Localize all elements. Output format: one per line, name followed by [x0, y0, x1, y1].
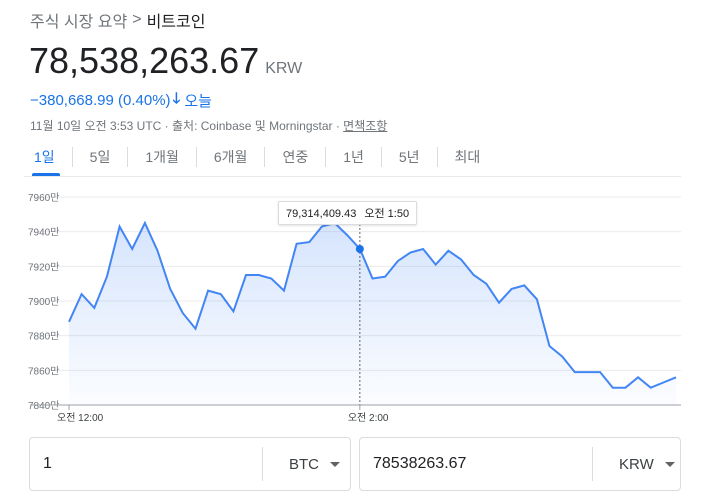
change-amount: −380,668.99 (0.40%)	[30, 92, 171, 109]
x-tick-label: 오전 12:00	[57, 412, 104, 424]
arrow-down-icon: 🡓	[172, 90, 181, 107]
x-tick-label: 오전 2:00	[348, 412, 389, 424]
to-converter-box: KRW	[359, 437, 681, 491]
breadcrumb: 주식 시장 요약 > 비트코인	[30, 8, 205, 32]
active-tab-indicator	[32, 173, 60, 176]
y-tick-label: 7840만	[28, 400, 59, 412]
range-tabs: 1일 5일 1개월 6개월 연중 1년 5년 최대	[24, 145, 497, 177]
tooltip-value: 79,314,409.43	[286, 208, 357, 220]
to-amount-input[interactable]	[360, 438, 592, 490]
price-line	[68, 220, 677, 389]
timestamp-source-text: 11월 10일 오전 3:53 UTC · 출처: Coinbase 및 Mor…	[30, 119, 344, 133]
y-tick-label: 7900만	[28, 296, 59, 308]
y-tick-label: 7960만	[28, 192, 59, 204]
tabs-divider	[24, 176, 681, 177]
caret-down-icon	[664, 461, 675, 467]
breadcrumb-current: 비트코인	[146, 14, 206, 31]
current-price: 78,538,263.67	[29, 40, 260, 81]
from-unit-label: BTC	[289, 455, 319, 473]
from-converter-box: BTC	[29, 437, 351, 491]
tab-range[interactable]: 1년	[325, 147, 381, 167]
hover-point	[355, 245, 364, 253]
tab-range[interactable]: 연중	[264, 147, 325, 167]
y-tick-label: 7860만	[28, 365, 59, 377]
tooltip-time: 오전 1:50	[364, 208, 410, 220]
to-unit-select[interactable]: KRW	[592, 447, 680, 481]
price-chart[interactable]: 7960만 7940만 7920만 7900만 7880만 7860만 7840만 오전 1…	[0, 185, 711, 430]
tab-range[interactable]: 5년	[380, 147, 437, 167]
tab-range[interactable]: 5일	[71, 147, 128, 167]
chart-tooltip: 79,314,409.43 오전 1:50	[278, 201, 418, 225]
change-period: 오늘	[184, 93, 212, 110]
price-row: 78,538,263.67 KRW	[29, 40, 302, 82]
from-unit-select[interactable]: BTC	[262, 447, 350, 481]
from-amount-input[interactable]	[30, 438, 262, 490]
caret-down-icon	[330, 461, 340, 467]
price-area-fill	[69, 223, 676, 405]
breadcrumb-separator: >	[132, 11, 142, 28]
tab-range[interactable]: 6개월	[195, 147, 265, 167]
price-change: −380,668.99 (0.40%) 🡓 오늘	[30, 88, 212, 113]
disclaimer-link[interactable]: 면책조항	[343, 119, 388, 133]
tab-range[interactable]: 1일	[34, 149, 55, 165]
price-currency: KRW	[265, 60, 303, 77]
breadcrumb-parent-link[interactable]: 주식 시장 요약	[30, 14, 128, 31]
y-tick-label: 7880만	[28, 331, 59, 343]
source-meta: 11월 10일 오전 3:53 UTC · 출처: Coinbase 및 Mor…	[30, 117, 387, 134]
tab-range[interactable]: 1개월	[127, 147, 196, 167]
y-tick-label: 7920만	[28, 261, 59, 273]
tab-range[interactable]: 최대	[436, 147, 498, 167]
y-tick-label: 7940만	[28, 227, 59, 239]
to-unit-label: KRW	[619, 455, 654, 473]
currency-converter: BTC KRW	[29, 437, 681, 491]
